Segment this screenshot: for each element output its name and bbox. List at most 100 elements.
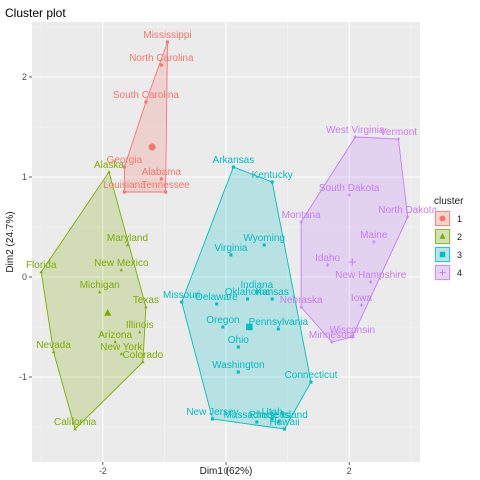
cluster-3-point (231, 165, 235, 169)
legend-key-4 (434, 264, 451, 281)
point-label: Utah (262, 407, 283, 418)
cluster-3-point (270, 417, 274, 421)
cluster-4-point (299, 305, 303, 309)
point-label: Alabama (142, 167, 182, 178)
legend-key-marker (439, 233, 446, 239)
cluster-2-centroid (104, 308, 112, 316)
point-label: Colorado (123, 350, 164, 361)
point-label: North Dakota (378, 205, 437, 216)
y-tick-label: 2 (22, 72, 27, 82)
cluster-2-point (73, 427, 77, 431)
y-axis-title: Dim2 (24.7%) (5, 211, 16, 272)
point-label: Wyoming (243, 233, 285, 244)
point-label: Nebraska (280, 295, 323, 306)
cluster-1-point (163, 190, 168, 194)
cluster-3-centroid (246, 323, 253, 331)
cluster-2-point (98, 290, 102, 294)
cluster-3-point (236, 370, 240, 374)
cluster-4-point (369, 280, 373, 284)
cluster-4-point (350, 335, 354, 339)
point-label: Montana (282, 210, 321, 221)
point-label: California (54, 417, 97, 428)
cluster-1-point (122, 190, 127, 194)
cluster-4-hull (300, 136, 409, 343)
point-label: Arkansas (213, 155, 255, 166)
point-label: Virginia (214, 243, 248, 254)
point-label: Kentucky (252, 170, 293, 181)
cluster-3-point (236, 345, 240, 349)
cluster-1-point (159, 63, 164, 67)
grid-layer (32, 22, 420, 462)
cluster-1-hull (123, 41, 168, 193)
legend-key-marker (439, 215, 446, 222)
legend-key-marker (439, 269, 446, 276)
point-label: Vermont (380, 127, 417, 138)
point-label: Maine (360, 230, 388, 241)
legend-label: 2 (457, 232, 462, 242)
cluster-3-point (270, 297, 274, 301)
x-axis-title: Dim1 (62%) (200, 466, 253, 477)
label-layer: Mississippi North Carolina South Carolina G… (26, 30, 438, 428)
cluster-1-centroid (148, 143, 156, 151)
cluster-3-point (270, 180, 274, 184)
point-label: Wisconsin (329, 325, 375, 336)
cluster-1-point (122, 165, 127, 169)
cluster-2-point (144, 305, 148, 309)
cluster-3-point (180, 300, 184, 304)
cluster-3-point (246, 297, 250, 301)
cluster-2-point (125, 243, 130, 247)
point-label: Idaho (315, 253, 340, 264)
cluster-1-point (144, 100, 148, 104)
cluster-4-point (396, 137, 401, 141)
point-label: New Jersey (186, 407, 238, 418)
point-label: Minnesota (309, 330, 356, 341)
cluster-3-point (255, 420, 259, 424)
cluster-3-point (262, 243, 266, 247)
point-label: Hawaii (270, 417, 300, 428)
point-label: Georgia (107, 155, 143, 166)
cluster-3-point (221, 325, 225, 329)
cluster-4-point (330, 340, 334, 344)
cluster-4-point (353, 135, 358, 139)
point-label: Connecticut (285, 370, 338, 381)
y-tick-label: 1 (22, 172, 27, 182)
point-label: Arizona (98, 330, 132, 341)
point-label: Mississippi (143, 30, 191, 41)
y-tick-label: 0 (22, 272, 27, 282)
cluster-4-point (405, 215, 410, 219)
y-tick-label: -1 (19, 372, 27, 382)
point-label: New Mexico (94, 258, 149, 269)
point-label: Illinois (126, 320, 154, 331)
axis-layer: -2 0 2 -1 0 1 2 (19, 72, 352, 476)
point-label: Pennsylvania (249, 317, 309, 328)
point-label: Louisiana (103, 180, 146, 191)
cluster-3-point (276, 420, 280, 424)
cluster-2-point (119, 268, 124, 272)
cluster-2-point (113, 340, 117, 344)
cluster-3-point (229, 253, 233, 257)
chart-title: Cluster plot (5, 6, 66, 20)
point-label: Missouri (163, 290, 200, 301)
legend-key-1 (434, 210, 451, 227)
legend: cluster 1 2 3 4 (434, 196, 464, 281)
legend-key-marker (439, 251, 446, 258)
point-label: Oregon (206, 315, 239, 326)
legend-key-2 (434, 228, 451, 245)
legend-label: 4 (457, 268, 462, 278)
cluster-2-point (51, 350, 56, 354)
cluster-1-point (165, 40, 170, 44)
point-label: Florida (26, 260, 57, 271)
cluster-3-point (309, 380, 313, 384)
point-label: New York (100, 342, 143, 353)
point-label: Ohio (228, 335, 250, 346)
point-label: Rhode Island (249, 410, 308, 421)
point-label: Tennessee (141, 180, 190, 191)
cluster-2-point (119, 352, 124, 356)
point-label: North Carolina (129, 53, 194, 64)
point-layer (39, 40, 410, 431)
point-label: Alaska (94, 160, 124, 171)
point-label: New Hampshire (335, 270, 407, 281)
point-label: Kansas (256, 287, 289, 298)
cluster-1-point (159, 177, 164, 181)
